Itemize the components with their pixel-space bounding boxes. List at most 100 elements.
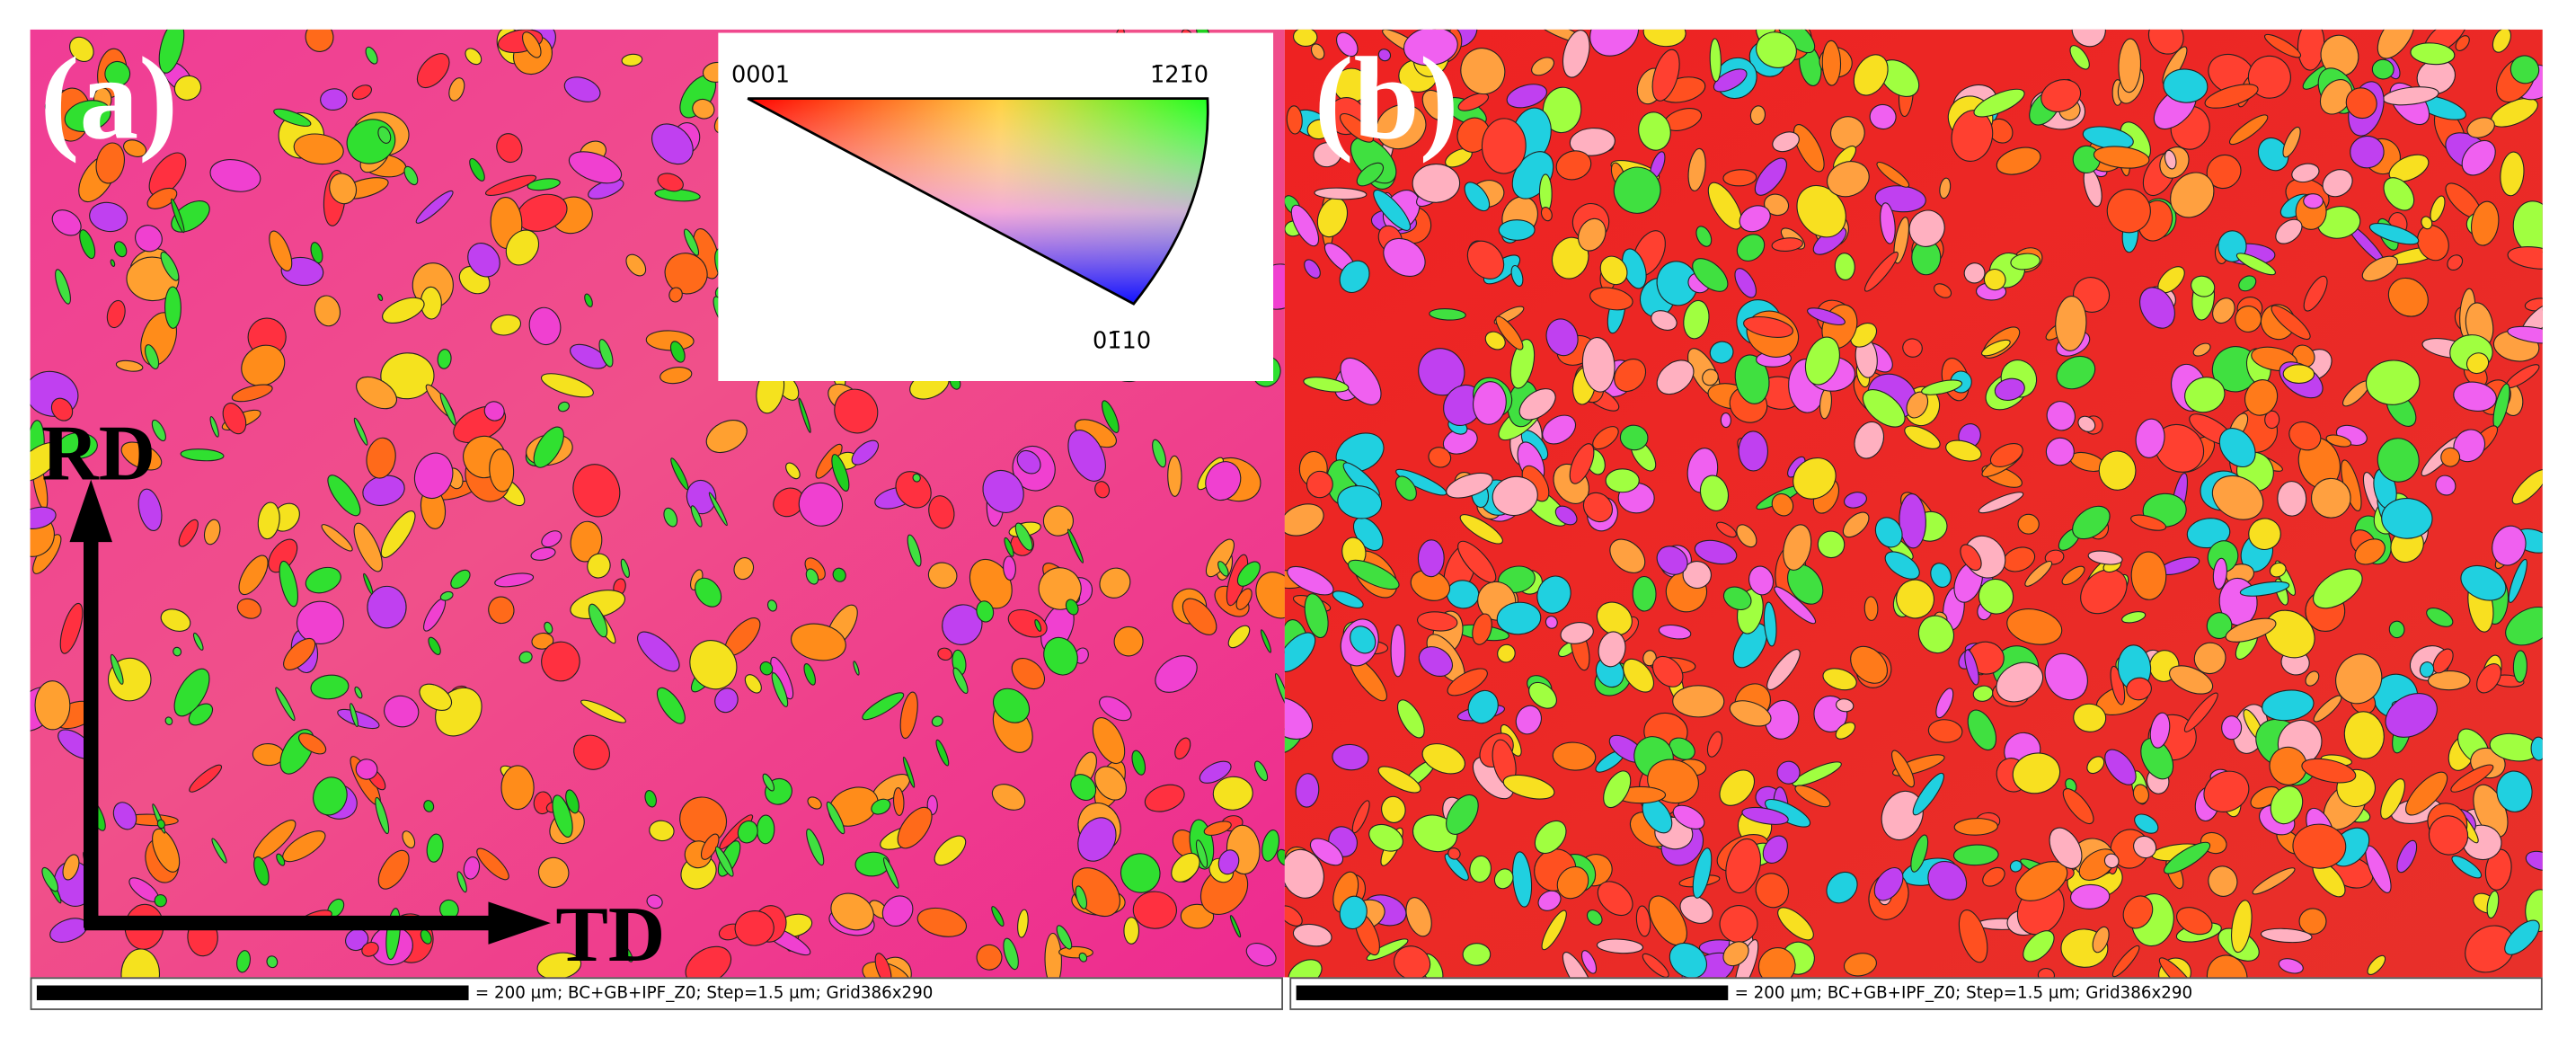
- grain: [1540, 207, 1553, 222]
- grain: [135, 225, 163, 253]
- grain: [2049, 827, 2083, 869]
- grain: [366, 437, 396, 479]
- grain: [759, 661, 774, 676]
- grain: [2211, 475, 2264, 520]
- grain: [1794, 785, 1831, 808]
- grain: [1732, 623, 1767, 669]
- grain: [1896, 579, 1935, 619]
- grain: [2055, 295, 2087, 351]
- grain: [1908, 209, 1945, 247]
- grain: [2192, 342, 2211, 357]
- grain: [329, 173, 358, 205]
- grain: [646, 894, 663, 909]
- grain: [1306, 119, 1332, 140]
- grain: [2303, 275, 2328, 312]
- grain: [1227, 625, 1251, 649]
- grain: [2046, 401, 2076, 431]
- grain: [803, 663, 816, 686]
- grain: [2269, 562, 2287, 578]
- grain: [1754, 157, 1787, 196]
- grain: [110, 653, 124, 685]
- grain: [1589, 287, 1633, 311]
- grain: [64, 100, 111, 132]
- grain: [41, 866, 59, 892]
- grain: [1306, 470, 1333, 499]
- grain: [2385, 693, 2438, 738]
- grain: [158, 29, 185, 74]
- grain: [991, 784, 1026, 811]
- grain: [1983, 268, 2006, 291]
- grain: [2426, 608, 2454, 627]
- grain: [1332, 590, 1364, 608]
- grain: [1596, 938, 1644, 954]
- grain: [1541, 909, 1567, 951]
- grain: [416, 53, 450, 89]
- grain: [1396, 699, 1425, 739]
- grain: [670, 457, 689, 491]
- grain: [1651, 49, 1680, 102]
- scale-bar: [1296, 985, 1729, 1000]
- grain: [580, 699, 626, 723]
- grain: [927, 562, 958, 589]
- grain: [1864, 251, 1899, 292]
- grain: [465, 48, 482, 66]
- grain: [2132, 784, 2149, 804]
- grain: [1822, 668, 1857, 691]
- grain: [540, 373, 594, 398]
- grain: [1309, 838, 1344, 866]
- grain: [2427, 670, 2471, 691]
- grain: [1996, 661, 2044, 703]
- grain: [1515, 705, 1542, 735]
- grain: [489, 448, 515, 492]
- grain: [1749, 105, 1766, 125]
- grain: [1506, 84, 1547, 109]
- grain: [1007, 608, 1048, 638]
- grain: [110, 259, 116, 267]
- grain: [568, 151, 623, 184]
- grain: [2435, 475, 2456, 496]
- grain: [1284, 905, 1303, 927]
- grain: [51, 209, 82, 236]
- grain: [1586, 909, 1603, 926]
- grain: [305, 29, 334, 53]
- grain: [1891, 750, 1915, 788]
- grain: [2183, 692, 2218, 732]
- grain: [1766, 649, 1801, 690]
- grain: [1755, 873, 1789, 909]
- grain: [1921, 379, 1963, 395]
- grain: [1337, 485, 1383, 519]
- grain: [1669, 737, 1695, 760]
- grain: [279, 560, 298, 608]
- grain: [1978, 578, 2014, 615]
- grain: [2071, 29, 2106, 48]
- grain: [1347, 559, 1400, 590]
- grain: [1927, 719, 1963, 743]
- grain: [2206, 954, 2248, 978]
- grain: [620, 558, 630, 578]
- grain: [1978, 492, 2024, 514]
- grain: [2325, 434, 2352, 448]
- grain: [1502, 774, 1555, 800]
- grain: [2134, 813, 2159, 834]
- grain: [1284, 696, 1314, 740]
- ipf-triangle-overlay: [747, 97, 1209, 306]
- grain: [1394, 475, 1417, 501]
- grain: [1120, 853, 1161, 893]
- grain: [1034, 619, 1042, 632]
- direction-label: RD: [41, 410, 155, 497]
- grain: [1545, 318, 1579, 357]
- grain: [1484, 331, 1506, 350]
- grain: [1537, 890, 1562, 911]
- grain: [377, 849, 410, 890]
- grain: [1498, 219, 1536, 241]
- grain: [1304, 259, 1321, 279]
- grain: [1205, 538, 1235, 578]
- grain: [1459, 514, 1503, 545]
- grain: [476, 847, 509, 881]
- grain: [426, 833, 444, 863]
- grain: [2040, 79, 2082, 112]
- grain: [685, 945, 732, 978]
- grain: [231, 384, 273, 403]
- grain: [363, 572, 374, 595]
- grain: [563, 76, 601, 102]
